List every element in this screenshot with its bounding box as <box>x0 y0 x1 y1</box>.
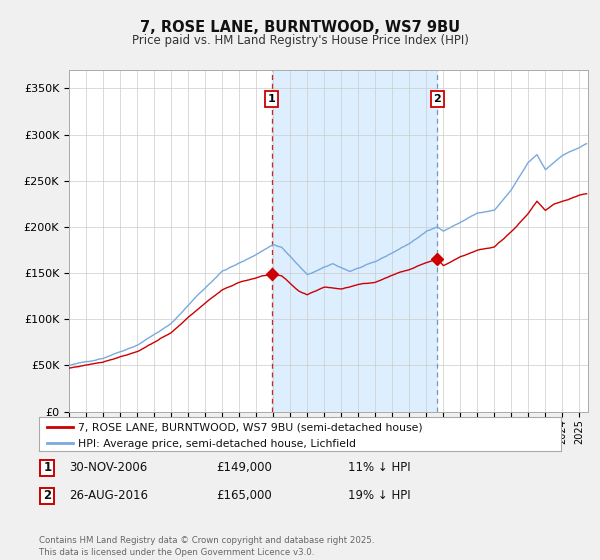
Text: Contains HM Land Registry data © Crown copyright and database right 2025.
This d: Contains HM Land Registry data © Crown c… <box>39 536 374 557</box>
Text: 1: 1 <box>268 94 276 104</box>
FancyBboxPatch shape <box>40 460 55 475</box>
Bar <box>272 70 437 412</box>
Text: 7, ROSE LANE, BURNTWOOD, WS7 9BU (semi-detached house): 7, ROSE LANE, BURNTWOOD, WS7 9BU (semi-d… <box>78 422 423 432</box>
Text: 1: 1 <box>43 461 52 474</box>
Text: HPI: Average price, semi-detached house, Lichfield: HPI: Average price, semi-detached house,… <box>78 439 356 449</box>
Text: 2: 2 <box>434 94 441 104</box>
Text: 7, ROSE LANE, BURNTWOOD, WS7 9BU: 7, ROSE LANE, BURNTWOOD, WS7 9BU <box>140 20 460 35</box>
Text: 11% ↓ HPI: 11% ↓ HPI <box>348 461 410 474</box>
Text: 19% ↓ HPI: 19% ↓ HPI <box>348 489 410 502</box>
Text: 30-NOV-2006: 30-NOV-2006 <box>69 461 147 474</box>
Text: £165,000: £165,000 <box>216 489 272 502</box>
FancyBboxPatch shape <box>40 488 55 503</box>
Text: 2: 2 <box>43 489 52 502</box>
Text: 26-AUG-2016: 26-AUG-2016 <box>69 489 148 502</box>
Text: £149,000: £149,000 <box>216 461 272 474</box>
Text: Price paid vs. HM Land Registry's House Price Index (HPI): Price paid vs. HM Land Registry's House … <box>131 34 469 46</box>
